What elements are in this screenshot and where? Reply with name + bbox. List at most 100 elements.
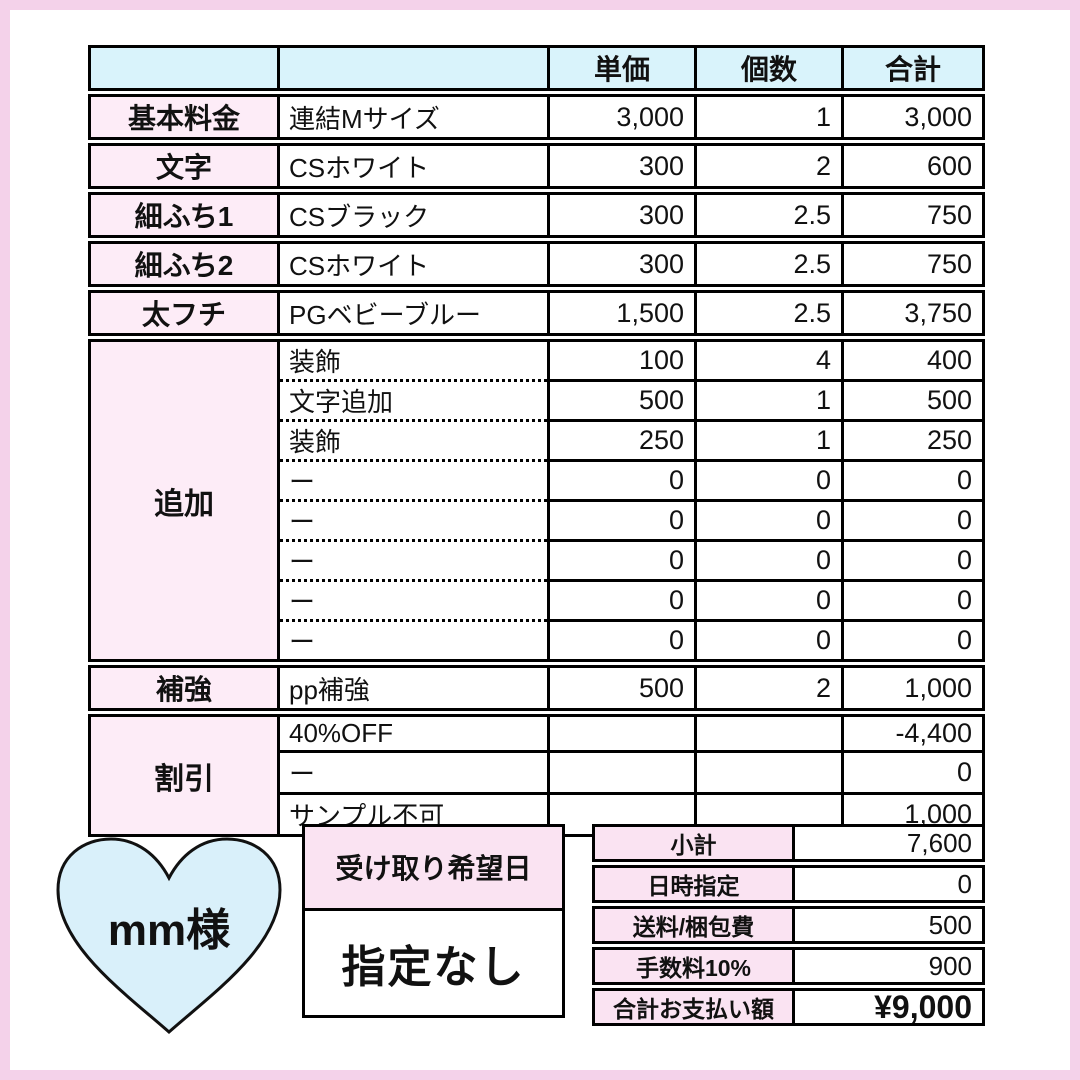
table-row: ー 0 0 0 (280, 499, 982, 539)
summary-row-fee: 手数料10% 900 (592, 947, 985, 985)
table-row: 文字追加 500 1 500 (280, 379, 982, 419)
total-cell: 400 (841, 342, 982, 379)
summary-value: 0 (957, 868, 972, 899)
table-row: CSブラック 300 2.5 750 (280, 195, 982, 235)
unit-price-cell: 3,000 (547, 97, 694, 137)
total-cell: 250 (841, 419, 982, 459)
quantity-cell: 2.5 (694, 195, 841, 235)
quantity-cell: 0 (694, 539, 841, 579)
quantity-cell: 2 (694, 146, 841, 186)
item-cell: CSホワイト (280, 244, 547, 284)
table-header: 単価 個数 合計 (88, 45, 985, 91)
quantity-cell: 2.5 (694, 244, 841, 284)
table-row: ー 0 0 0 (280, 619, 982, 659)
total-cell: 0 (841, 459, 982, 499)
table-row: ー 0 0 0 (280, 539, 982, 579)
summary-row-date-designation: 日時指定 0 (592, 865, 985, 903)
header-cell-unit-price: 単価 (547, 48, 694, 88)
table-section-characters: 文字 CSホワイト 300 2 600 (88, 143, 985, 189)
table-section-basic-fee: 基本料金 連結Mサイズ 3,000 1 3,000 (88, 94, 985, 140)
total-cell: 0 (841, 539, 982, 579)
quantity-cell: 0 (694, 499, 841, 539)
item-cell: 40%OFF (280, 717, 547, 750)
header-cell-empty (91, 48, 280, 88)
quantity-cell: 1 (694, 97, 841, 137)
summary-table: 小計 7,600 日時指定 0 送料/梱包費 500 手数料10% 900 合計… (592, 824, 985, 1026)
table-row: CSホワイト 300 2 600 (280, 146, 982, 186)
delivery-box: 受け取り希望日 指定なし (302, 824, 565, 1018)
summary-label: 送料/梱包費 (595, 909, 795, 941)
quantity-cell: 2.5 (694, 293, 841, 333)
table-section-discount: 割引 40%OFF -4,400 ー 0 サンプル不可 (88, 714, 985, 837)
unit-price-cell: 0 (547, 619, 694, 659)
quantity-cell: 0 (694, 619, 841, 659)
unit-price-cell: 300 (547, 244, 694, 284)
unit-price-cell (547, 750, 694, 792)
unit-price-cell: 250 (547, 419, 694, 459)
summary-row-shipping: 送料/梱包費 500 (592, 906, 985, 944)
table-section-reinforcement: 補強 pp補強 500 2 1,000 (88, 665, 985, 711)
item-cell: ー (280, 619, 547, 659)
total-cell: 750 (841, 195, 982, 235)
total-cell: -4,400 (841, 717, 982, 750)
heart-icon (56, 837, 282, 1035)
unit-price-cell: 1,500 (547, 293, 694, 333)
unit-price-cell: 0 (547, 539, 694, 579)
unit-price-cell: 300 (547, 146, 694, 186)
section-label: 太フチ (91, 293, 280, 333)
section-label: 細ふち2 (91, 244, 280, 284)
quantity-cell: 2 (694, 668, 841, 708)
summary-label: 合計お支払い額 (595, 991, 795, 1023)
summary-row-grand-total: 合計お支払い額 ¥9,000 (592, 988, 985, 1026)
table-row: pp補強 500 2 1,000 (280, 668, 982, 708)
total-cell: 0 (841, 579, 982, 619)
table-row: PGベビーブルー 1,500 2.5 3,750 (280, 293, 982, 333)
delivery-title: 受け取り希望日 (305, 827, 562, 911)
quantity-cell: 1 (694, 419, 841, 459)
total-cell: 3,750 (841, 293, 982, 333)
item-cell: 装飾 (280, 342, 547, 379)
unit-price-cell (547, 717, 694, 750)
table-section-thin-border-2: 細ふち2 CSホワイト 300 2.5 750 (88, 241, 985, 287)
unit-price-cell: 0 (547, 459, 694, 499)
table-row: ー 0 0 0 (280, 459, 982, 499)
summary-row-subtotal: 小計 7,600 (592, 824, 985, 862)
unit-price-cell: 300 (547, 195, 694, 235)
item-cell: ー (280, 459, 547, 499)
delivery-value: 指定なし (341, 942, 526, 992)
table-row: ー 0 (280, 750, 982, 792)
table-row: 装飾 100 4 400 (280, 342, 982, 379)
summary-label: 日時指定 (595, 868, 795, 900)
quantity-cell: 0 (694, 459, 841, 499)
summary-value: 7,600 (906, 827, 972, 858)
unit-price-cell: 500 (547, 379, 694, 419)
total-cell: 0 (841, 619, 982, 659)
section-label: 文字 (91, 146, 280, 186)
total-cell: 0 (841, 499, 982, 539)
total-cell: 1,000 (841, 668, 982, 708)
summary-value: 900 (928, 950, 972, 981)
table-row: 装飾 250 1 250 (280, 419, 982, 459)
summary-label: 小計 (595, 827, 795, 859)
quantity-cell (694, 717, 841, 750)
total-cell: 0 (841, 750, 982, 792)
item-cell: ー (280, 579, 547, 619)
item-cell: ー (280, 750, 547, 792)
summary-value: 500 (928, 909, 972, 940)
section-label: 割引 (91, 717, 280, 834)
quantity-cell (694, 750, 841, 792)
summary-label: 手数料10% (595, 950, 795, 982)
quantity-cell: 4 (694, 342, 841, 379)
total-cell: 500 (841, 379, 982, 419)
unit-price-cell: 0 (547, 579, 694, 619)
header-cell-empty (280, 48, 547, 88)
item-cell: ー (280, 539, 547, 579)
unit-price-cell: 500 (547, 668, 694, 708)
quantity-cell: 0 (694, 579, 841, 619)
item-cell: 連結Mサイズ (280, 97, 547, 137)
total-cell: 3,000 (841, 97, 982, 137)
table-section-thick-border: 太フチ PGベビーブルー 1,500 2.5 3,750 (88, 290, 985, 336)
customer-heart: mm様 (50, 834, 288, 1040)
section-label: 細ふち1 (91, 195, 280, 235)
unit-price-cell: 100 (547, 342, 694, 379)
